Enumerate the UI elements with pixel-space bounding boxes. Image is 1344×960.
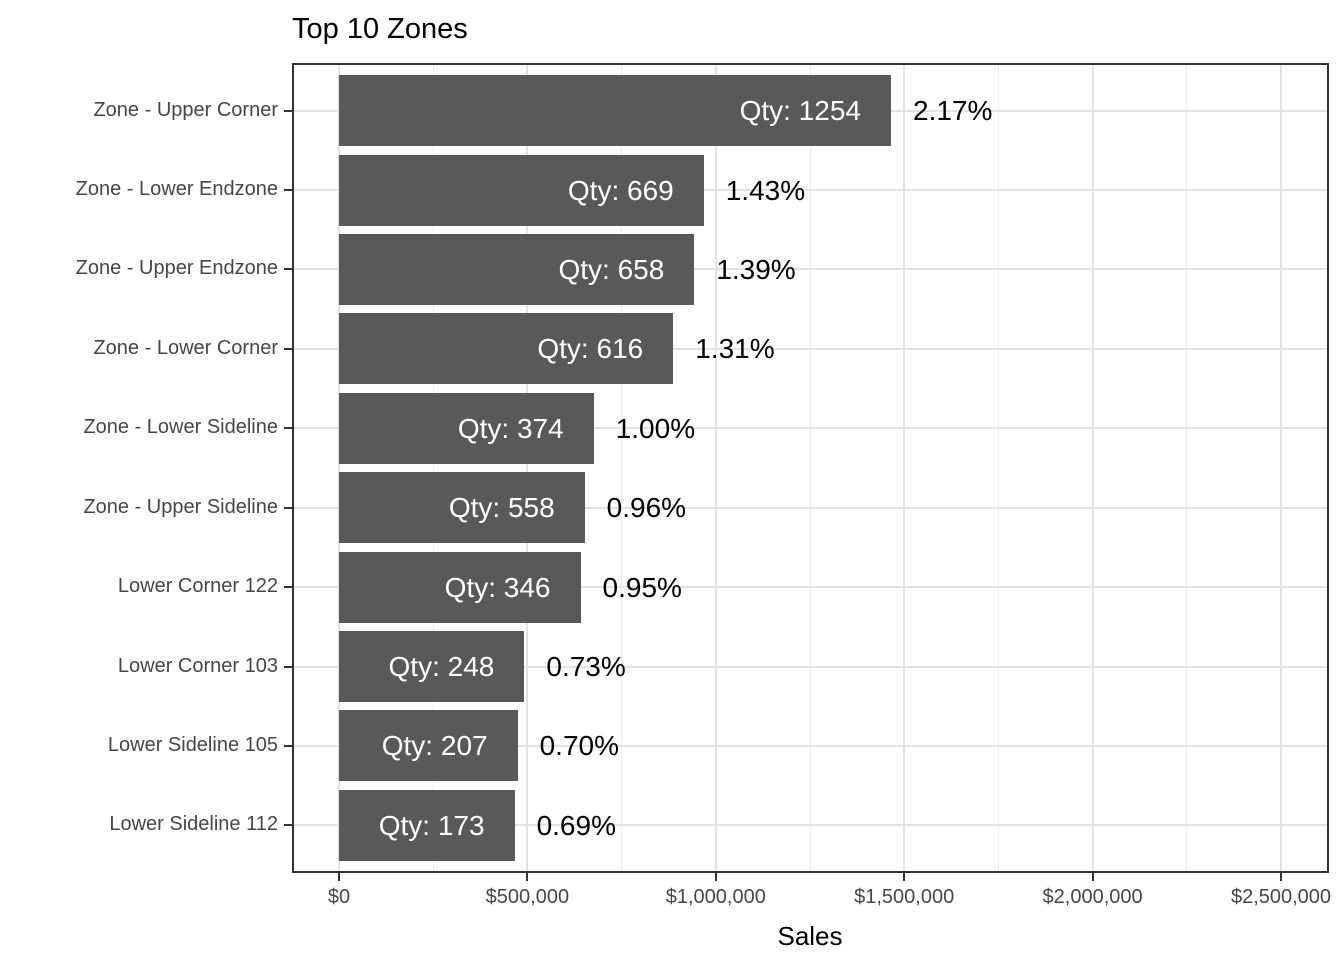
- y-axis-label: Zone - Lower Endzone: [75, 178, 278, 201]
- gridline-minor-vertical: [809, 65, 811, 871]
- y-axis-label: Lower Corner 122: [117, 575, 278, 598]
- bar-qty-label: Qty: 248: [388, 651, 495, 683]
- x-axis-tick-label: $2,000,000: [1042, 886, 1143, 908]
- y-axis-label: Zone - Upper Corner: [93, 98, 278, 121]
- gridline-major-horizontal: [294, 189, 1327, 192]
- bar-qty-label: Qty: 669: [567, 174, 674, 206]
- bar-qty-label: Qty: 1254: [739, 95, 861, 127]
- gridline-major-vertical: [338, 65, 340, 871]
- bar-qty-label: Qty: 346: [444, 571, 551, 603]
- x-tick-mark: [526, 873, 529, 881]
- x-axis-tick-label: $500,000: [485, 886, 570, 908]
- y-tick-mark: [284, 665, 292, 668]
- y-tick-mark: [284, 427, 292, 430]
- x-tick-mark: [1280, 873, 1282, 881]
- bar-7: [339, 551, 581, 623]
- bar-pct-label: 2.17%: [913, 95, 993, 127]
- bar-pct-label: 0.70%: [539, 730, 619, 762]
- bar-4: [339, 313, 674, 385]
- gridline-major-horizontal: [294, 268, 1327, 271]
- bar-qty-label: Qty: 616: [537, 333, 644, 365]
- gridline-minor-vertical: [1186, 65, 1188, 871]
- bar-pct-label: 1.31%: [695, 333, 775, 365]
- bar-qty-label: Qty: 374: [457, 412, 564, 444]
- gridline-major-vertical: [903, 65, 906, 871]
- y-tick-mark: [284, 744, 292, 747]
- bar-6: [339, 472, 585, 544]
- y-tick-mark: [284, 268, 292, 271]
- gridline-major-horizontal: [294, 427, 1327, 430]
- gridline-major-horizontal: [294, 824, 1327, 827]
- bar-2: [339, 154, 704, 226]
- bar-pct-label: 0.96%: [606, 492, 687, 524]
- y-axis-label: Zone - Upper Sideline: [83, 495, 278, 518]
- x-tick-mark: [1091, 873, 1094, 881]
- x-axis-title: Sales: [777, 921, 843, 951]
- y-tick-mark: [284, 109, 292, 112]
- y-axis-label: Zone - Lower Corner: [93, 336, 278, 359]
- gridline-minor-vertical: [997, 65, 999, 871]
- bar-3: [339, 233, 695, 305]
- bar-pct-label: 1.43%: [725, 174, 806, 206]
- bar-9: [339, 710, 518, 782]
- y-axis-label: Zone - Upper Endzone: [75, 257, 278, 280]
- bar-1: [339, 75, 891, 147]
- bar-10: [339, 789, 515, 861]
- bar-qty-label: Qty: 207: [381, 730, 488, 762]
- y-axis-label: Lower Sideline 105: [107, 733, 278, 756]
- x-tick-mark: [714, 873, 717, 881]
- gridline-minor-vertical: [432, 65, 434, 871]
- y-axis-label: Lower Corner 103: [117, 654, 278, 677]
- x-tick-mark: [338, 873, 340, 881]
- x-axis-tick-label: $1,000,000: [665, 886, 766, 908]
- gridline-major-horizontal: [294, 744, 1327, 747]
- bar-pct-label: 0.73%: [546, 651, 626, 683]
- bar-pct-label: 1.00%: [615, 412, 696, 444]
- bar-pct-label: 1.39%: [716, 253, 796, 285]
- gridline-minor-vertical: [621, 65, 623, 871]
- x-axis-tick-label: $1,500,000: [854, 886, 955, 908]
- gridline-major-horizontal: [294, 665, 1327, 668]
- gridline-major-horizontal: [294, 586, 1327, 589]
- x-axis-tick-label: $2,500,000: [1230, 886, 1332, 908]
- y-tick-mark: [284, 586, 292, 589]
- y-axis-label: Zone - Lower Sideline: [83, 416, 278, 439]
- x-axis-tick-label: $0: [327, 886, 351, 908]
- y-tick-mark: [284, 189, 292, 192]
- y-tick-mark: [284, 506, 292, 509]
- gridline-major-horizontal: [294, 506, 1327, 509]
- bar-qty-label: Qty: 558: [448, 492, 555, 524]
- chart-title: Top 10 Zones: [292, 13, 468, 45]
- gridline-major-horizontal: [294, 347, 1327, 350]
- bar-pct-label: 0.95%: [602, 571, 682, 603]
- bar-5: [339, 392, 594, 464]
- gridline-major-vertical: [1091, 65, 1094, 871]
- y-axis-label: Lower Sideline 112: [109, 813, 278, 836]
- y-tick-mark: [284, 347, 292, 350]
- gridline-major-vertical: [714, 65, 717, 871]
- gridline-major-vertical: [1280, 65, 1282, 871]
- bar-pct-label: 0.69%: [536, 809, 616, 841]
- bar-8: [339, 631, 525, 703]
- x-tick-mark: [903, 873, 906, 881]
- bar-qty-label: Qty: 173: [378, 809, 485, 841]
- bar-qty-label: Qty: 658: [558, 253, 665, 285]
- gridline-major-vertical: [526, 65, 529, 871]
- y-tick-mark: [284, 824, 292, 827]
